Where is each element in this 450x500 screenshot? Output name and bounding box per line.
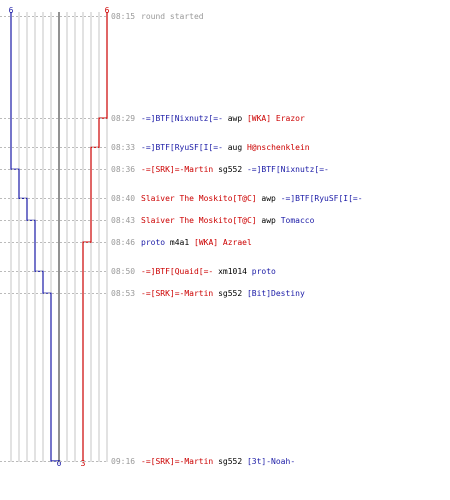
event-player: proto xyxy=(141,238,165,247)
event-description: -=[SRK]=-Martin sg552 -=]BTF[Nixnutz[=- xyxy=(141,165,329,174)
event-weapon: sg552 xyxy=(213,165,247,174)
blue-start-score-label: 6 xyxy=(9,6,14,15)
event-player: -=]BTF[Nixnutz[=- xyxy=(141,114,223,123)
event-player: -=]BTF[RyuSF[I[=- xyxy=(281,194,363,203)
event-weapon: sg552 xyxy=(213,457,247,466)
event-player: -=]BTF[Nixnutz[=- xyxy=(247,165,329,174)
red-team-score-line xyxy=(82,12,108,461)
event-log: 08:15 round started 08:29 -=]BTF[Nixnutz[=-… xyxy=(0,12,363,466)
grid-lines xyxy=(10,12,108,462)
event-description: Slaiver The Moskito[T@C] awp -=]BTF[RyuS… xyxy=(141,194,363,203)
event-weapon: awp xyxy=(223,114,247,123)
event-time: 08:29 xyxy=(111,114,135,123)
event-player: -=[SRK]=-Martin xyxy=(141,165,213,174)
event-time: 08:50 xyxy=(111,267,135,276)
event-player: round started xyxy=(141,12,204,21)
score-labels: 6 6 0 3 xyxy=(9,6,110,468)
event-weapon: awp xyxy=(257,194,281,203)
event-weapon: sg552 xyxy=(213,289,247,298)
event-time: 08:46 xyxy=(111,238,135,247)
red-final-score-label: 3 xyxy=(81,459,86,468)
event-description: -=[SRK]=-Martin sg552 [3t]-Noah- xyxy=(141,457,295,466)
event-description: -=[SRK]=-Martin sg552 [Bit]Destiny xyxy=(141,289,305,298)
event-player: [WKA] Azrael xyxy=(194,238,252,247)
event-time: 08:33 xyxy=(111,143,135,152)
event-time: 08:43 xyxy=(111,216,135,225)
event-description: -=]BTF[RyuSF[I[=- aug H@nschenklein xyxy=(141,143,310,152)
event-weapon: awp xyxy=(257,216,281,225)
blue-final-score-label: 0 xyxy=(57,459,62,468)
event-player: [WKA] Erazor xyxy=(247,114,305,123)
event-time: 09:16 xyxy=(111,457,135,466)
red-start-score-label: 6 xyxy=(105,6,110,15)
event-weapon: m4a1 xyxy=(165,238,194,247)
event-player: -=]BTF[RyuSF[I[=- xyxy=(141,143,223,152)
event-player: H@nschenklein xyxy=(247,143,310,152)
event-player: [Bit]Destiny xyxy=(247,289,305,298)
event-time: 08:53 xyxy=(111,289,135,298)
event-description: proto m4a1 [WKA] Azrael xyxy=(141,238,252,247)
event-description: round started xyxy=(141,12,204,21)
event-description: -=]BTF[Quaid[=- xm1014 proto xyxy=(141,267,276,276)
event-player: Tomacco xyxy=(281,216,315,225)
event-player: -=[SRK]=-Martin xyxy=(141,457,213,466)
event-weapon: xm1014 xyxy=(213,267,252,276)
event-weapon: aug xyxy=(223,143,247,152)
event-description: Slaiver The Moskito[T@C] awp Tomacco xyxy=(141,216,315,225)
event-player: -=]BTF[Quaid[=- xyxy=(141,267,213,276)
event-time: 08:36 xyxy=(111,165,135,174)
event-time: 08:40 xyxy=(111,194,135,203)
event-player: Slaiver The Moskito[T@C] xyxy=(141,194,257,203)
event-time: 08:15 xyxy=(111,12,135,21)
event-description: -=]BTF[Nixnutz[=- awp [WKA] Erazor xyxy=(141,114,305,123)
event-player: -=[SRK]=-Martin xyxy=(141,289,213,298)
event-player: Slaiver The Moskito[T@C] xyxy=(141,216,257,225)
event-player: [3t]-Noah- xyxy=(247,457,295,466)
event-player: proto xyxy=(252,267,276,276)
blue-team-score-line xyxy=(10,12,59,462)
